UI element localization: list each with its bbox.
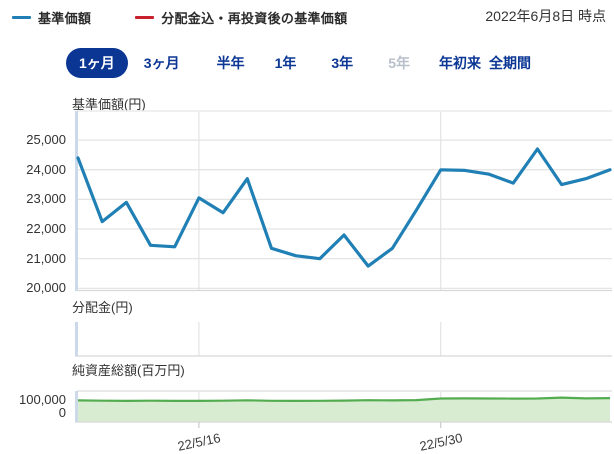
nav-chart-title: 基準価額(円) bbox=[72, 97, 146, 112]
reinvested-line-swatch-icon bbox=[135, 15, 155, 19]
nav-y-tick-label: 25,000 bbox=[26, 132, 66, 148]
net-assets-chart bbox=[75, 390, 612, 428]
assets-y-tick-label: 100,000 bbox=[19, 392, 66, 407]
nav-y-tick-label: 24,000 bbox=[26, 161, 66, 177]
tab-1month[interactable]: 1ヶ月 bbox=[66, 48, 128, 78]
dividend-chart-title: 分配金(円) bbox=[72, 300, 133, 315]
tab-1year[interactable]: 1年 bbox=[274, 55, 297, 71]
tab-all[interactable]: 全期間 bbox=[488, 55, 531, 71]
tab-5years: 5年 bbox=[388, 55, 410, 71]
tab-6months[interactable]: 半年 bbox=[216, 55, 245, 71]
nav-y-tick-label: 22,000 bbox=[26, 221, 66, 237]
dividend-chart bbox=[75, 322, 612, 357]
legend-label-nav: 基準価額 bbox=[38, 10, 92, 26]
tab-3months[interactable]: 3ヶ月 bbox=[143, 55, 180, 71]
period-tabs: 1ヶ月 3ヶ月 半年 1年 3年 5年 年初来 全期間 bbox=[66, 48, 531, 78]
legend-item-reinvested: 分配金込・再投資後の基準価額 bbox=[135, 8, 347, 27]
nav-y-tick-label: 20,000 bbox=[26, 280, 66, 296]
x-axis-date-label: 22/5/30 bbox=[417, 430, 464, 454]
assets-y-tick-label: 0 bbox=[58, 405, 66, 420]
assets-chart-title: 純資産総額(百万円) bbox=[72, 363, 185, 378]
tab-3years[interactable]: 3年 bbox=[331, 55, 354, 71]
tab-ytd[interactable]: 年初来 bbox=[438, 55, 481, 71]
chart-legend: 基準価額 分配金込・再投資後の基準価額 bbox=[12, 8, 347, 26]
nav-y-tick-label: 23,000 bbox=[26, 191, 66, 207]
as-of-date: 2022年6月8日 時点 bbox=[485, 8, 606, 24]
legend-item-nav: 基準価額 bbox=[12, 8, 91, 27]
nav-line-swatch-icon bbox=[12, 15, 31, 19]
x-axis-date-label: 22/5/16 bbox=[176, 430, 222, 454]
nav-price-chart bbox=[75, 110, 612, 292]
legend-label-reinvested: 分配金込・再投資後の基準価額 bbox=[161, 10, 348, 26]
nav-y-tick-label: 21,000 bbox=[26, 250, 66, 266]
